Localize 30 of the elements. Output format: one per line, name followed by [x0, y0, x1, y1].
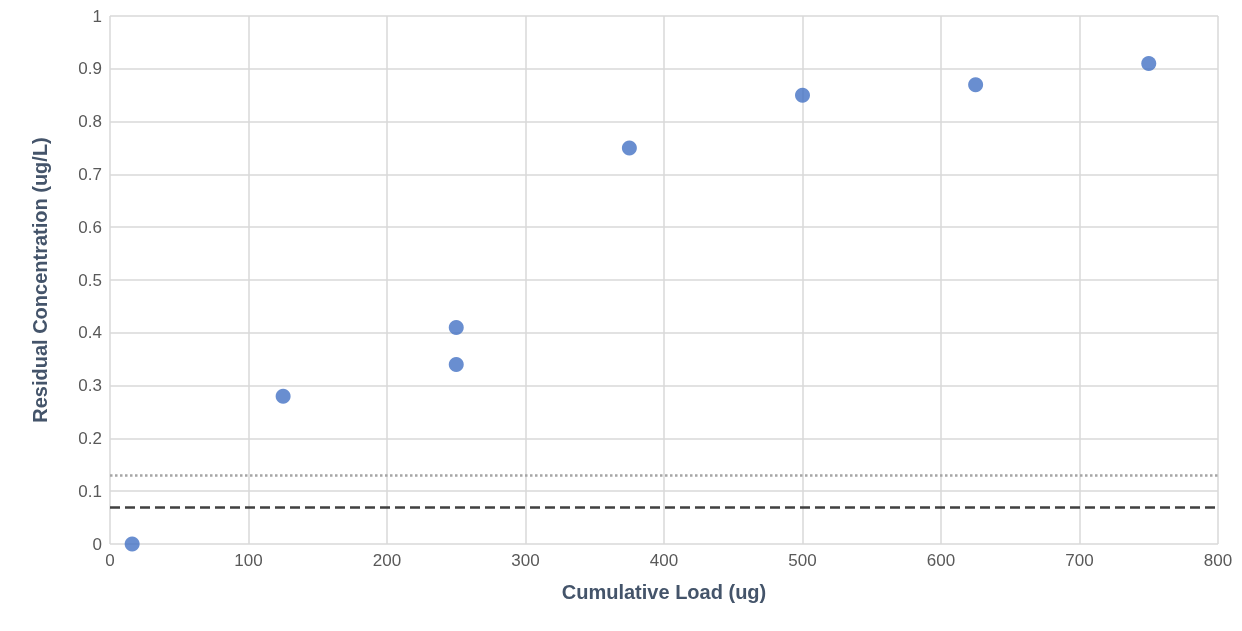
y-axis-title: Residual Concentration (ug/L) [29, 137, 51, 423]
y-tick-label: 0.5 [78, 270, 102, 290]
y-tick-label: 0.3 [78, 376, 102, 396]
x-tick-label: 300 [511, 551, 540, 570]
y-tick-label: 0 [92, 534, 102, 554]
x-tick-label: 200 [372, 551, 402, 570]
point [1141, 56, 1157, 72]
y-tick-label: 1 [92, 6, 102, 26]
x-tick-label: 400 [649, 551, 679, 570]
y-tick-label: 0.6 [78, 217, 102, 237]
x-axis-title: Cumulative Load (ug) [561, 581, 767, 603]
point [124, 536, 140, 552]
y-tick-label: 0.8 [78, 112, 102, 132]
point [621, 140, 637, 156]
x-tick-label: 800 [1203, 551, 1233, 570]
y-tick-label: 0.4 [78, 323, 102, 343]
x-tick-label: 0 [105, 551, 115, 570]
point [448, 356, 464, 372]
x-tick-label: 100 [234, 551, 263, 570]
y-tick-label: 0.7 [78, 164, 102, 184]
y-tick-label: 0.1 [78, 481, 102, 501]
point [968, 77, 984, 93]
y-tick-label: 0.9 [78, 59, 102, 79]
x-tick-label: 600 [926, 551, 956, 570]
point [795, 87, 810, 103]
x-tick-label: 500 [788, 551, 817, 570]
x-tick-label: 700 [1065, 551, 1094, 570]
point [275, 388, 291, 404]
point [448, 320, 464, 336]
y-tick-label: 0.2 [78, 428, 102, 448]
